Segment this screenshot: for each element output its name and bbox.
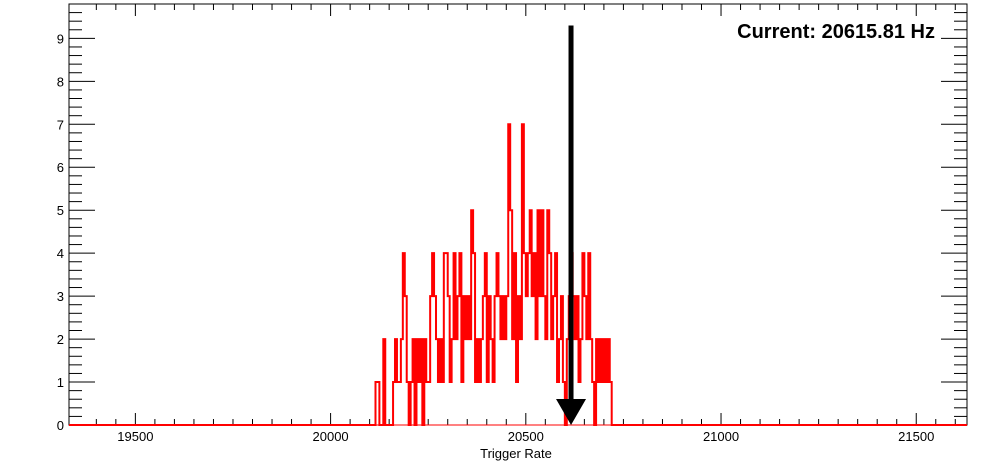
x-tick-label: 19500 bbox=[117, 429, 153, 444]
y-tick-label: 6 bbox=[57, 160, 64, 175]
y-tick-label: 4 bbox=[57, 246, 64, 261]
y-axis-ticks: 0 1 2 3 4 5 6 7 8 9 bbox=[57, 3, 967, 433]
marker-arrow-head bbox=[556, 399, 587, 425]
current-rate-marker bbox=[556, 25, 587, 425]
x-tick-label: 21500 bbox=[898, 429, 934, 444]
x-tick-label: 20000 bbox=[313, 429, 349, 444]
y-tick-label: 8 bbox=[57, 74, 64, 89]
current-rate-label: Current: 20615.81 Hz bbox=[737, 21, 935, 43]
y-tick-label: 1 bbox=[57, 375, 64, 390]
y-tick-label: 9 bbox=[57, 31, 64, 46]
x-tick-label: 21000 bbox=[703, 429, 739, 444]
x-axis-title: Trigger Rate bbox=[480, 446, 552, 461]
x-tick-label: 20500 bbox=[508, 429, 544, 444]
y-tick-label: 5 bbox=[57, 203, 64, 218]
histogram-series bbox=[69, 123, 967, 426]
x-axis-ticks: 19500 20000 20500 21000 21500 bbox=[95, 4, 956, 444]
y-tick-label: 2 bbox=[57, 332, 64, 347]
y-tick-label: 0 bbox=[57, 418, 64, 433]
y-tick-label: 3 bbox=[57, 289, 64, 304]
y-tick-label: 7 bbox=[57, 117, 64, 132]
